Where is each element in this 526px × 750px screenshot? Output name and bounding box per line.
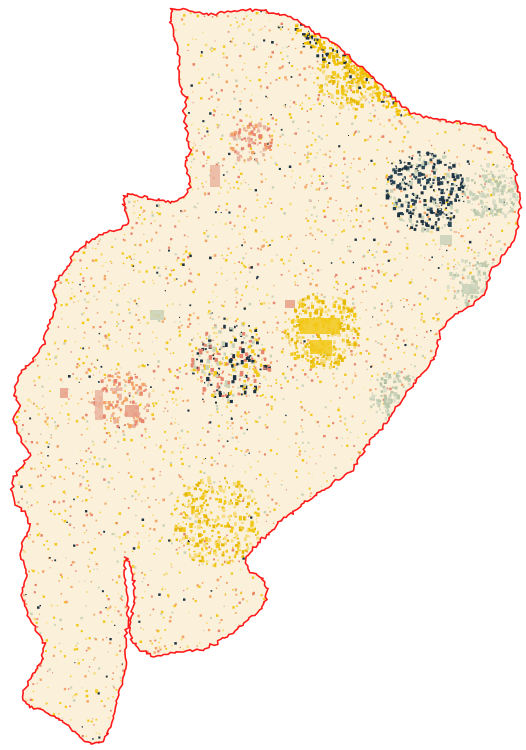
region-fill	[10, 8, 522, 745]
region-boundary	[9, 7, 523, 745]
